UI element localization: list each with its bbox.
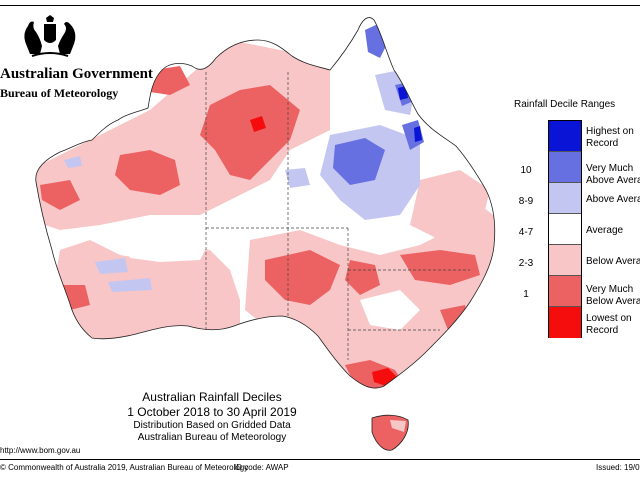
very-much-below-average-region: [345, 260, 380, 295]
coat-of-arms-icon: [24, 15, 76, 57]
very-much-below-average-region: [400, 250, 480, 285]
legend-title: Rainfall Decile Ranges: [514, 99, 616, 110]
swatch-very-much-below-average: [549, 276, 581, 307]
swatch-below-average: [549, 245, 581, 276]
very-much-below-average-region: [200, 85, 300, 180]
government-name: Australian Government: [0, 66, 153, 82]
above-average-region: [108, 278, 152, 292]
below-average-region: [410, 170, 490, 240]
range-label: 1: [523, 289, 529, 300]
very-much-below-average-region: [115, 150, 180, 195]
very-much-below-average-region: [265, 250, 340, 305]
very-much-below-average-region: [40, 180, 80, 210]
swatch-average: [549, 214, 581, 245]
average-region: [360, 290, 420, 330]
top-rule: [0, 5, 640, 6]
map-period: 1 October 2018 to 30 April 2019: [127, 405, 297, 419]
legend-label-above: Above Average: [586, 194, 640, 205]
agency-name: Bureau of Meteorology: [0, 86, 119, 100]
highest-on-record-region: [414, 126, 422, 142]
legend-label-below: Below Average: [586, 256, 640, 267]
map-title-block: Australian Rainfall Deciles 1 October 20…: [112, 390, 312, 444]
map-title: Australian Rainfall Deciles: [142, 390, 282, 404]
legend-label-highest: Highest on Record: [586, 126, 634, 149]
lowest-on-record-region: [250, 116, 266, 132]
range-label: 8-9: [518, 196, 534, 207]
tasmania-below-average: [390, 420, 406, 432]
swatch-highest-on-record: [549, 121, 581, 152]
very-much-above-average-region: [333, 138, 385, 185]
legend-colorbar: [548, 120, 582, 338]
above-average-region: [95, 258, 128, 274]
copyright-text: © Commonwealth of Australia 2019, Austra…: [0, 463, 249, 472]
legend-label-lowest: Lowest on Record: [586, 313, 632, 336]
average-region: [120, 220, 210, 262]
map-source: Australian Bureau of Meteorology: [137, 432, 287, 443]
tasmania-coastline: [371, 414, 409, 451]
id-code: ID code: AWAP: [234, 463, 289, 472]
bottom-rule: [0, 459, 640, 460]
above-average-region: [285, 168, 310, 188]
map-basis: Distribution Based on Gridded Data: [133, 420, 291, 431]
above-average-region: [64, 156, 82, 168]
legend-label-average: Average: [586, 225, 624, 236]
swatch-very-much-above-average: [549, 152, 581, 183]
state-borders: [205, 72, 470, 360]
range-label: 10: [520, 165, 532, 176]
range-label: 4-7: [518, 227, 534, 238]
range-label: 2-3: [518, 258, 534, 269]
issued-date: Issued: 19/07/2019: [596, 463, 640, 472]
swatch-above-average: [549, 183, 581, 214]
website-link[interactable]: http://www.bom.gov.au: [0, 446, 81, 455]
swatch-lowest-on-record: [549, 307, 581, 338]
